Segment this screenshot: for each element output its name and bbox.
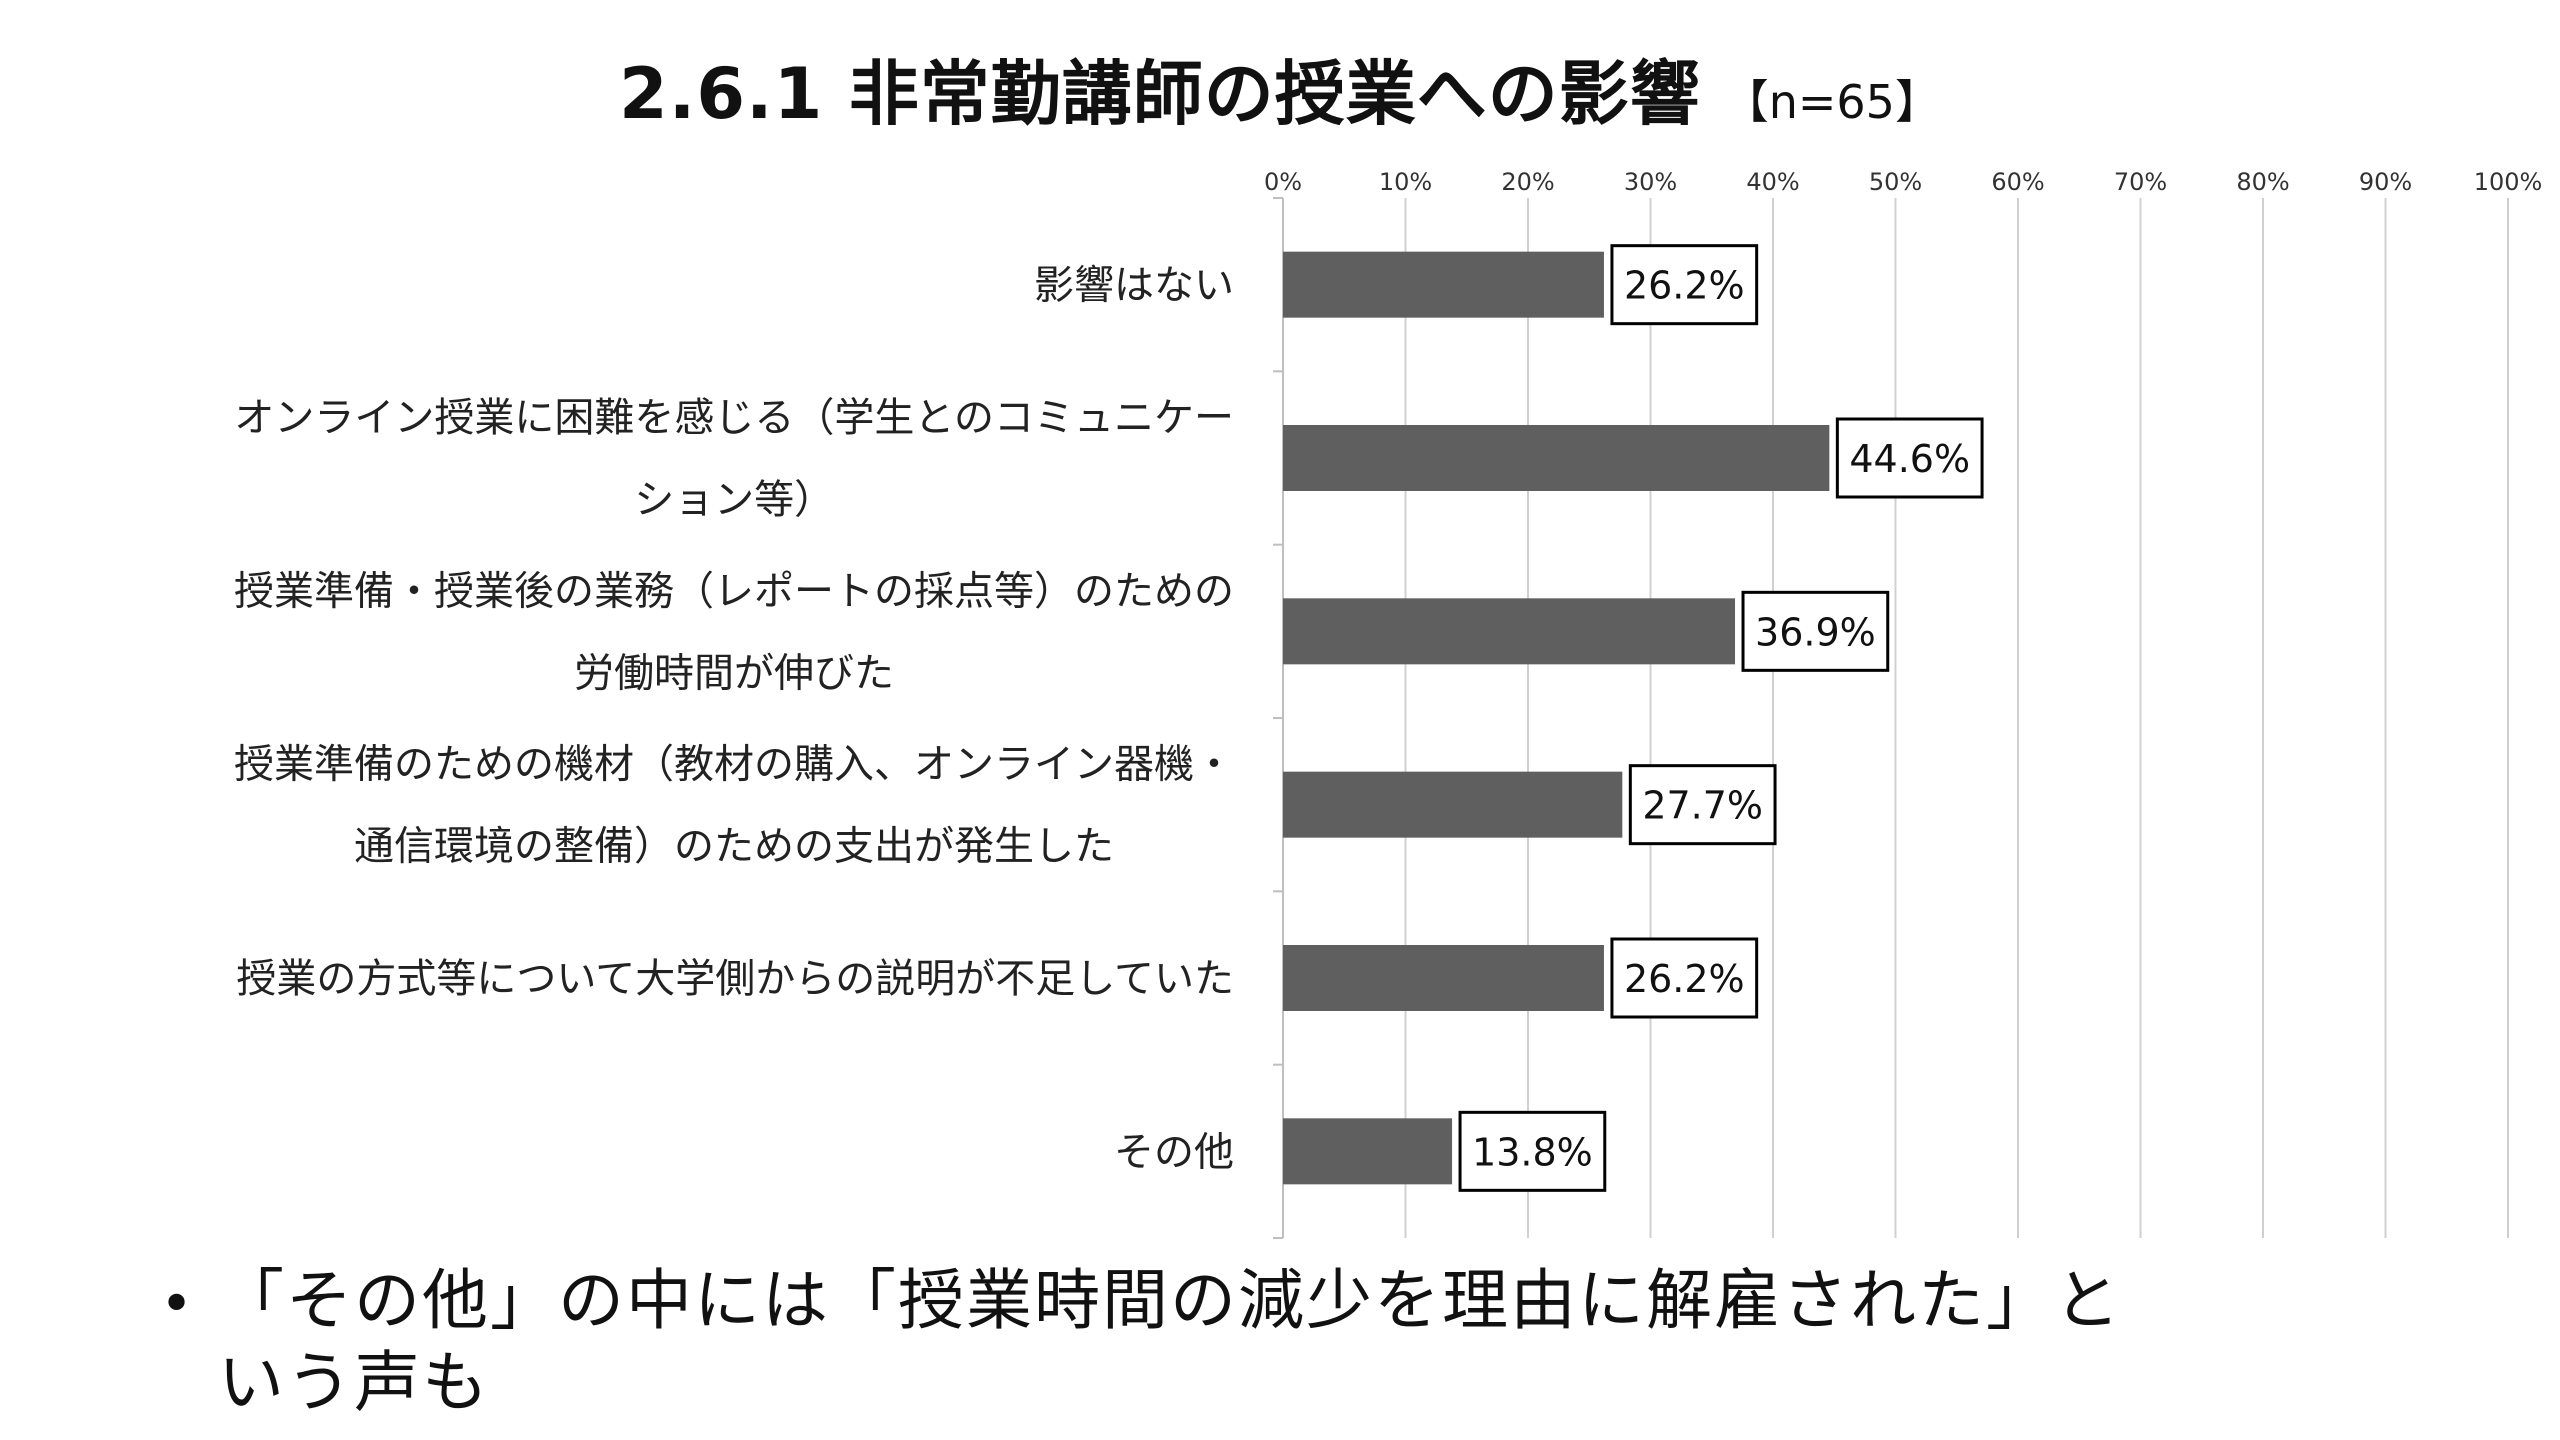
bar: [1283, 251, 1604, 318]
category-label: 通信環境の整備）のための支出が発生した: [354, 824, 1114, 870]
category-label: その他: [1114, 1129, 1234, 1175]
data-label-box: [1628, 764, 1777, 846]
category-label: 授業準備・授業後の業務（レポートの採点等）のための: [234, 568, 1234, 614]
bullet-note-line-2: いう声も: [218, 1344, 490, 1421]
data-label-box: [1835, 417, 1984, 499]
data-label: 26.2%: [1624, 264, 1745, 308]
data-label-box: [1458, 1110, 1607, 1192]
bullet-note-line-1: 「その他」の中には「授業時間の減少を理由に解雇された」と: [218, 1262, 2122, 1339]
x-tick-label: 10%: [1379, 168, 1432, 196]
bar: [1283, 598, 1736, 665]
x-tick-label: 20%: [1501, 168, 1554, 196]
bar: [1283, 945, 1604, 1011]
x-tick-label: 50%: [1869, 168, 1922, 196]
bar: [1283, 771, 1623, 838]
chart-title-main: 2.6.1 非常勤講師の授業への影響: [619, 53, 1701, 135]
x-tick-label: 70%: [2114, 168, 2167, 196]
data-label: 44.6%: [1849, 437, 1970, 481]
data-label: 26.2%: [1624, 957, 1745, 1001]
data-label: 36.9%: [1755, 610, 1876, 654]
data-label: 13.8%: [1472, 1130, 1593, 1174]
category-label: 授業準備のための機材（教材の購入、オンライン器機・: [234, 742, 1234, 788]
chart-title-sample-size: 【n=65】: [1722, 75, 1941, 129]
x-tick-label: 0%: [1264, 168, 1302, 196]
x-tick-label: 30%: [1624, 168, 1677, 196]
data-label-box: [1610, 937, 1759, 1019]
category-label: 労働時間が伸びた: [574, 650, 894, 696]
bullet-dot: •: [160, 1272, 196, 1337]
chart-title: 2.6.1 非常勤講師の授業への影響 【n=65】: [0, 38, 2560, 139]
bullet-note: • 「その他」の中には「授業時間の減少を理由に解雇された」と いう声も: [160, 1262, 2360, 1422]
x-tick-label: 60%: [1991, 168, 2044, 196]
x-tick-label: 40%: [1746, 168, 1799, 196]
category-label: 授業の方式等について大学側からの説明が不足していた: [236, 956, 1234, 1002]
category-label: オンライン授業に困難を感じる（学生とのコミュニケー: [234, 395, 1234, 441]
category-label: ション等）: [634, 477, 834, 523]
bar: [1283, 425, 1830, 491]
x-tick-label: 100%: [2474, 168, 2543, 196]
bar: [1283, 1118, 1453, 1185]
data-label: 27.7%: [1642, 784, 1763, 828]
x-tick-label: 80%: [2236, 168, 2289, 196]
x-tick-label: 90%: [2359, 168, 2412, 196]
data-label-box: [1741, 590, 1890, 672]
data-label-box: [1610, 244, 1759, 326]
category-label: 影響はない: [1034, 263, 1234, 309]
